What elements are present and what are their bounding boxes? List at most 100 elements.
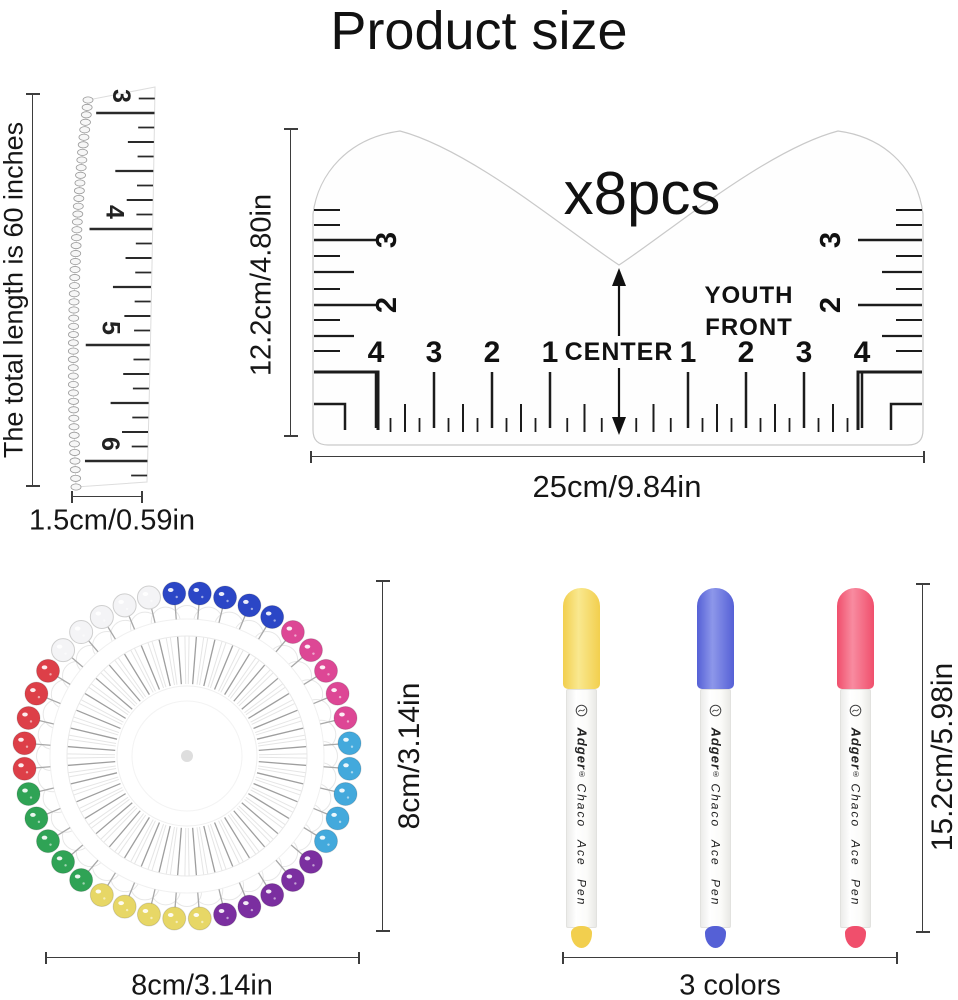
pin-head-red [36,658,61,683]
pen-cap [837,588,874,689]
pinwheel-width-dimension-line [45,952,360,964]
pin-head-pink [313,658,338,683]
pen-label-text: Adger® Chaco Ace Pen [573,702,591,906]
svg-text:2: 2 [484,336,501,369]
marking-pen-red: Adger® Chaco Ace Pen [837,588,874,948]
tshirt-ruler-image: 3 3 2 2 4 3 2 1 1 2 3 4 x8pcs YOUTH FRONT CENTER [312,130,924,446]
pin-wheel-image [12,581,362,931]
svg-text:3: 3 [371,232,403,248]
pens-height-dimension-line [915,583,930,933]
pin-head-pink [280,620,305,645]
pin-head-yellow [136,902,161,927]
pearl-pins [12,581,362,931]
ruler-youth-label: YOUTH [705,282,794,309]
pin-head-blue [237,593,262,618]
pin-head-green [24,806,49,831]
pin-head-pink [325,681,350,706]
pin-head-cyan [333,782,358,807]
pin-head-blue [162,581,187,606]
page-title: Product size [330,1,628,61]
pin-head-yellow [187,906,212,931]
pin-head-blue [213,585,238,610]
pin-head-red [24,681,49,706]
tape-length-note: The total length is 60 inches [0,121,29,459]
pin-head-purple [213,902,238,927]
ruler-scale-marks: 3 3 2 2 4 3 2 1 1 2 3 4 [314,209,922,435]
pen-registered-mark: ® [577,770,587,780]
pinwheel-width-label: 8cm/3.14in [131,969,273,1000]
svg-text:5: 5 [97,321,125,335]
pen-registered-mark: ® [711,770,721,780]
pin-head-yellow [89,882,114,907]
svg-text:3: 3 [426,336,443,369]
pin-head-red [12,731,37,756]
svg-text:2: 2 [371,297,403,313]
svg-text:4: 4 [101,205,129,219]
ruler-height-dimension-line [283,128,298,437]
ruler-center-label: CENTER [565,338,674,366]
pin-head-red [12,756,37,781]
pen-brand-logo-icon [707,704,725,717]
marking-pen-blue: Adger® Chaco Ace Pen [697,588,734,948]
svg-text:3: 3 [107,89,135,103]
pin-head-cyan [313,829,338,854]
pen-brand: Adger [848,727,864,771]
center-arrow-icon [612,268,626,435]
pin-head-green [16,782,41,807]
pinwheel-center-hole [181,750,193,762]
pin-head-white [69,620,94,645]
pinwheel-slots [67,636,307,876]
ruler-width-dimension-line [310,451,925,463]
svg-text:2: 2 [815,297,847,313]
pen-cap [697,588,734,689]
pen-registered-mark: ® [851,770,861,780]
pen-tip [705,926,726,948]
pin-head-cyan [337,731,362,756]
tape-coil-edge [67,96,94,491]
marking-pen-yellow: Adger® Chaco Ace Pen [563,588,600,948]
pin-head-purple [298,849,323,874]
svg-text:2: 2 [738,336,755,369]
pen-brand: Adger [574,727,590,771]
pin-head-purple [280,867,305,892]
pen-brand: Adger [708,727,724,771]
pen-tip [845,926,866,948]
pin-head-pink [298,638,323,663]
svg-text:1: 1 [542,336,559,369]
pin-head-cyan [337,756,362,781]
ruler-height-label: 12.2cm/4.80in [245,193,278,377]
pen-body: Adger® Chaco Ace Pen [700,689,731,928]
pin-head-white [112,593,137,618]
pen-label-text: Adger® Chaco Ace Pen [707,702,725,906]
ruler-front-label: FRONT [705,314,793,341]
pin-head-white [51,638,76,663]
ruler-quantity-label: x8pcs [564,160,721,227]
tape-measure-image: 3 4 5 6 [67,86,156,491]
pen-tip [571,926,592,948]
pin-head-purple [237,894,262,919]
pens-height-label: 15.2cm/5.98in [926,662,958,852]
pin-head-purple [260,882,285,907]
svg-text:4: 4 [368,336,385,369]
pen-product-name: Chaco Ace Pen [574,783,589,907]
tape-height-dimension-line [25,93,40,487]
pin-head-pink [333,705,358,730]
pin-head-blue [187,581,212,606]
tape-width-dimension-line [71,491,143,503]
pin-head-blue [260,605,285,630]
pen-brand-logo-icon [847,704,865,717]
pin-head-green [36,829,61,854]
svg-text:1: 1 [680,336,697,369]
pinwheel-height-dimension-line [375,580,390,932]
tape-scale-marks: 3 4 5 6 [84,89,155,477]
pens-width-dimension-line [562,952,898,964]
pen-cap [563,588,600,689]
svg-text:6: 6 [96,437,124,451]
pin-head-white [89,605,114,630]
svg-text:3: 3 [815,232,847,248]
pin-head-yellow [112,894,137,919]
svg-text:3: 3 [796,336,813,369]
pinwheel-height-label: 8cm/3.14in [393,682,426,830]
tape-width-label: 1.5cm/0.59in [28,504,196,537]
